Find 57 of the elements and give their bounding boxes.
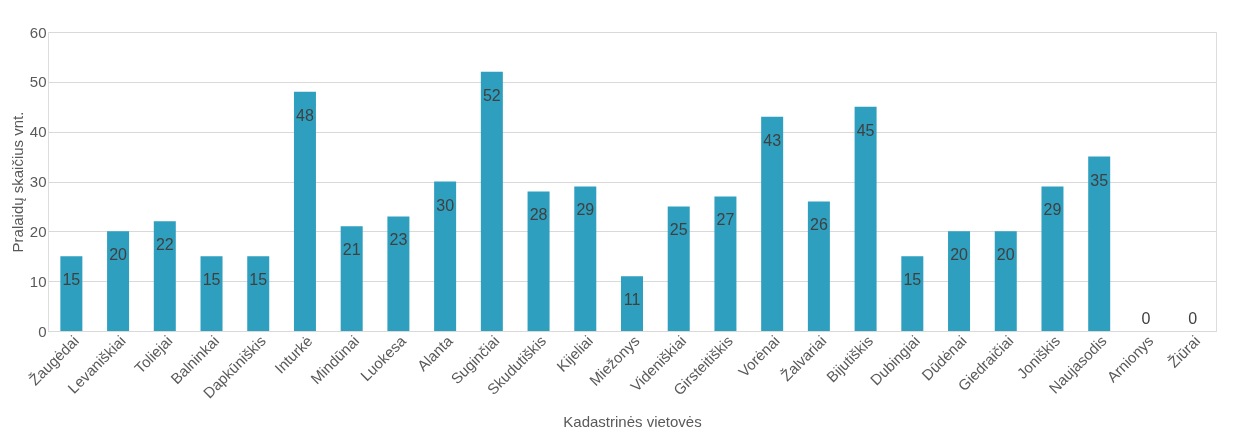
data-label: 29	[576, 201, 595, 219]
data-label: 15	[202, 271, 221, 289]
data-label: 29	[1043, 201, 1062, 219]
bar	[807, 201, 830, 331]
bar	[107, 231, 130, 331]
data-label: 28	[529, 206, 548, 224]
bar	[434, 181, 457, 331]
y-tick-label: 20	[29, 222, 47, 240]
data-label: 20	[950, 246, 969, 264]
data-label: 21	[342, 241, 361, 259]
bar	[247, 256, 270, 331]
bar	[994, 231, 1017, 331]
bar	[60, 256, 83, 331]
data-label: 20	[109, 246, 128, 264]
y-tick-label: 30	[29, 173, 47, 190]
bar	[1041, 186, 1064, 331]
bar	[1088, 156, 1111, 331]
data-label: 23	[389, 231, 408, 249]
bar	[761, 116, 784, 331]
data-label: 48	[296, 106, 314, 124]
data-label: 0	[1141, 310, 1151, 327]
bar	[854, 106, 877, 331]
bar	[340, 226, 363, 331]
bar	[901, 256, 924, 331]
data-label: 26	[809, 216, 828, 234]
y-tick-label: 40	[29, 123, 47, 141]
data-label: 15	[249, 271, 268, 289]
data-label: 25	[669, 221, 688, 239]
data-label: 20	[996, 246, 1015, 264]
y-tick-label: 50	[29, 73, 47, 91]
data-label: 30	[436, 196, 455, 214]
y-tick-label: 60	[29, 23, 47, 41]
bar	[948, 231, 971, 331]
data-label: 11	[623, 291, 641, 309]
bar	[293, 91, 316, 331]
data-label: 35	[1090, 171, 1109, 189]
data-label: 45	[856, 121, 875, 139]
bar	[574, 186, 597, 331]
data-label: 0	[1188, 310, 1198, 327]
bar	[621, 276, 643, 331]
data-label: 52	[482, 86, 501, 104]
data-label: 15	[903, 271, 922, 289]
bar	[667, 206, 690, 331]
bar	[153, 221, 176, 331]
bar	[387, 216, 410, 331]
bar	[480, 71, 503, 331]
bar	[714, 196, 737, 331]
data-label: 43	[763, 131, 782, 149]
y-tick-label: 10	[29, 272, 47, 290]
bar	[200, 256, 223, 331]
bar	[527, 191, 550, 331]
y-axis-title: Pralaidų skaičius vnt.	[8, 111, 26, 253]
data-label: 15	[62, 271, 81, 289]
data-label: 27	[716, 211, 735, 229]
x-axis-title: Kadastrinės vietovės	[563, 413, 702, 431]
y-tick-label: 0	[38, 322, 47, 340]
data-label: 22	[155, 236, 174, 254]
